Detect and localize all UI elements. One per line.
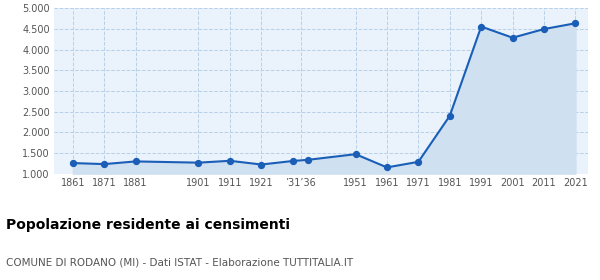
Point <box>382 165 392 170</box>
Point <box>539 27 549 31</box>
Point <box>351 152 361 157</box>
Text: COMUNE DI RODANO (MI) - Dati ISTAT - Elaborazione TUTTITALIA.IT: COMUNE DI RODANO (MI) - Dati ISTAT - Ela… <box>6 258 353 268</box>
Point <box>288 159 298 163</box>
Point <box>413 160 423 164</box>
Point <box>68 161 77 165</box>
Point <box>508 36 517 40</box>
Point <box>571 21 580 25</box>
Point <box>131 159 140 164</box>
Point <box>304 158 313 162</box>
Point <box>257 162 266 167</box>
Point <box>100 162 109 166</box>
Point <box>476 24 486 29</box>
Point <box>225 158 235 163</box>
Point <box>445 114 455 118</box>
Text: Popolazione residente ai censimenti: Popolazione residente ai censimenti <box>6 218 290 232</box>
Point <box>194 160 203 165</box>
